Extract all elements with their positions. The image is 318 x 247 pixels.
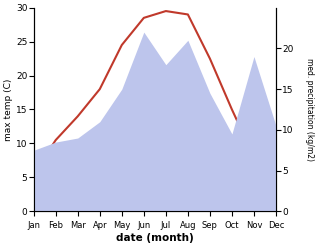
Y-axis label: max temp (C): max temp (C) <box>4 78 13 141</box>
Y-axis label: med. precipitation (kg/m2): med. precipitation (kg/m2) <box>305 58 314 161</box>
X-axis label: date (month): date (month) <box>116 233 194 243</box>
